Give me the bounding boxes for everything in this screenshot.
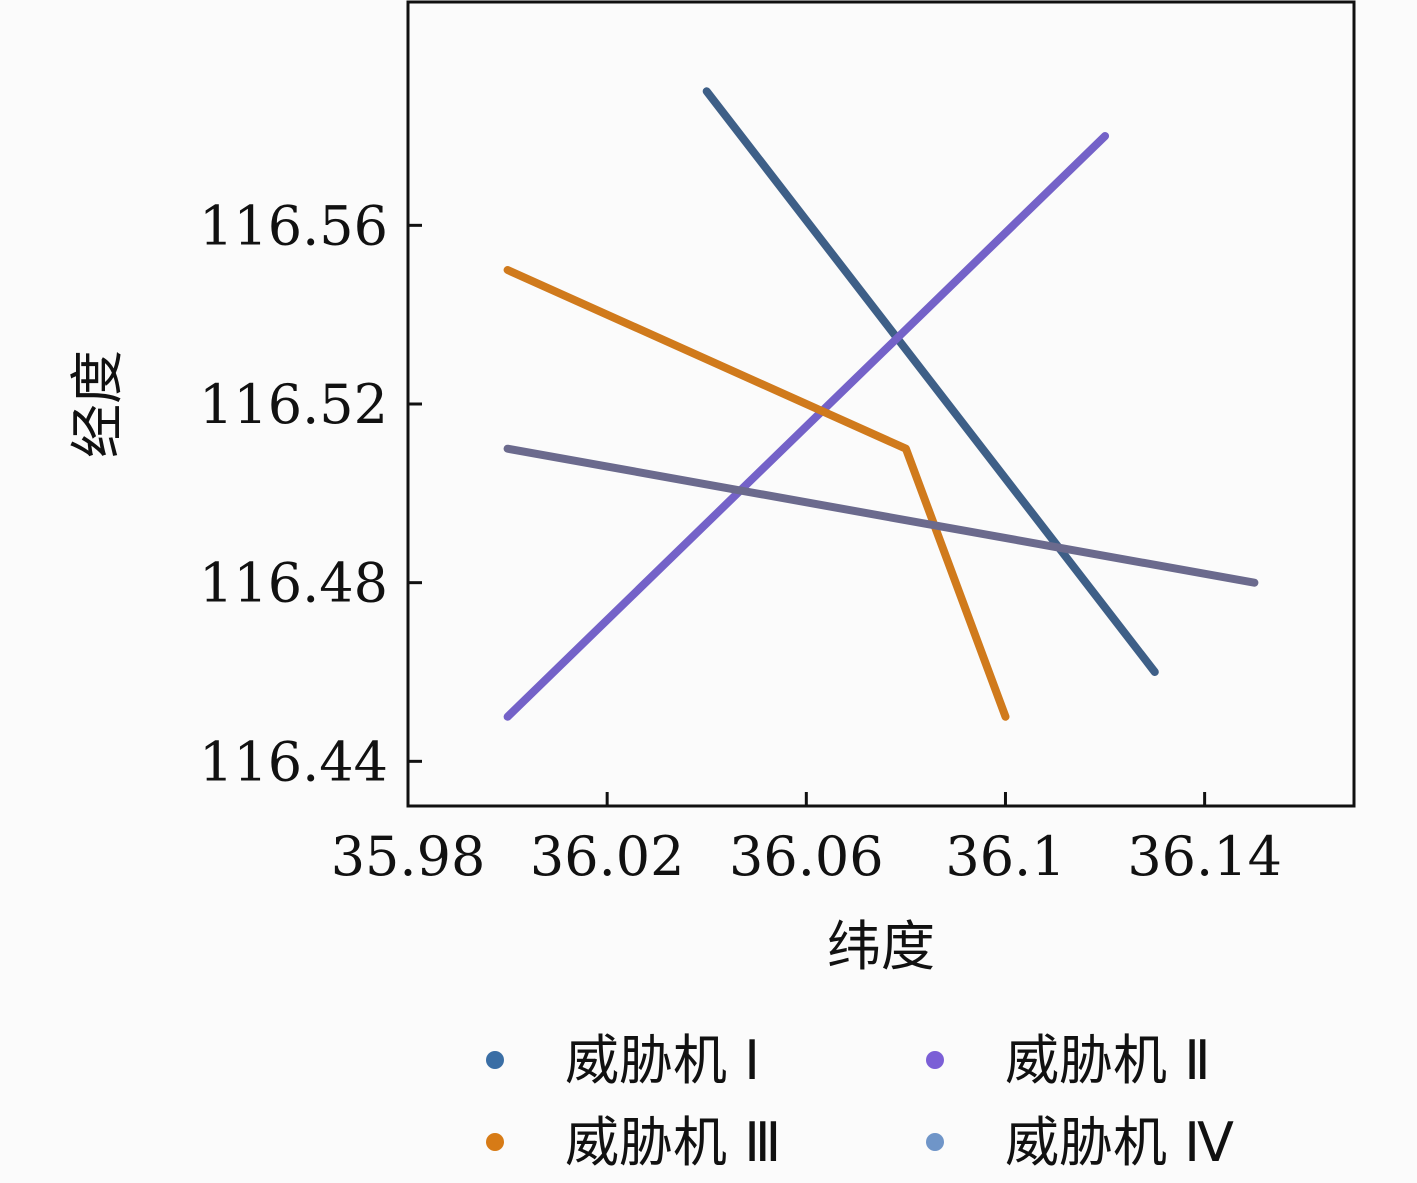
x-tick-label: 36.06 [729, 825, 884, 888]
y-axis-title: 经度 [66, 350, 129, 458]
legend-marker [926, 1133, 944, 1151]
legend-item-1: 威胁机 Ⅰ [486, 1029, 760, 1092]
y-tick-label: 116.56 [199, 194, 388, 257]
plot-frame [406, 0, 1356, 808]
series-line-3 [503, 266, 1010, 721]
legend-label: 威胁机 Ⅰ [565, 1029, 760, 1092]
legend-label: 威胁机 Ⅳ [1005, 1111, 1234, 1174]
y-axis: 116.44 116.48 116.52 116.56 [199, 194, 422, 793]
legend-item-3: 威胁机 Ⅲ [486, 1111, 781, 1174]
x-tick-label: 36.14 [1127, 825, 1282, 888]
legend-marker [486, 1133, 504, 1151]
series-line-1 [702, 87, 1159, 676]
x-tick-label: 36.02 [530, 825, 685, 888]
series-layer [503, 87, 1259, 721]
x-tick-label: 35.98 [331, 825, 486, 888]
legend-marker [486, 1051, 504, 1069]
y-tick-label: 116.48 [199, 552, 388, 615]
legend-item-2: 威胁机 Ⅱ [926, 1029, 1211, 1092]
legend-marker [926, 1051, 944, 1069]
x-tick-label: 36.1 [945, 825, 1065, 888]
x-axis: 35.98 36.02 36.06 36.1 36.14 [331, 792, 1282, 888]
x-axis-title: 纬度 [827, 915, 935, 978]
y-tick-label: 116.44 [199, 730, 388, 793]
legend-label: 威胁机 Ⅱ [1005, 1029, 1211, 1092]
y-tick-label: 116.52 [199, 373, 388, 436]
legend-item-4: 威胁机 Ⅳ [926, 1111, 1234, 1174]
legend-label: 威胁机 Ⅲ [565, 1111, 781, 1174]
legend: 威胁机 Ⅰ 威胁机 Ⅱ 威胁机 Ⅲ 威胁机 Ⅳ [486, 1029, 1234, 1174]
series-line-2 [503, 132, 1110, 721]
series-line-4 [503, 444, 1259, 587]
